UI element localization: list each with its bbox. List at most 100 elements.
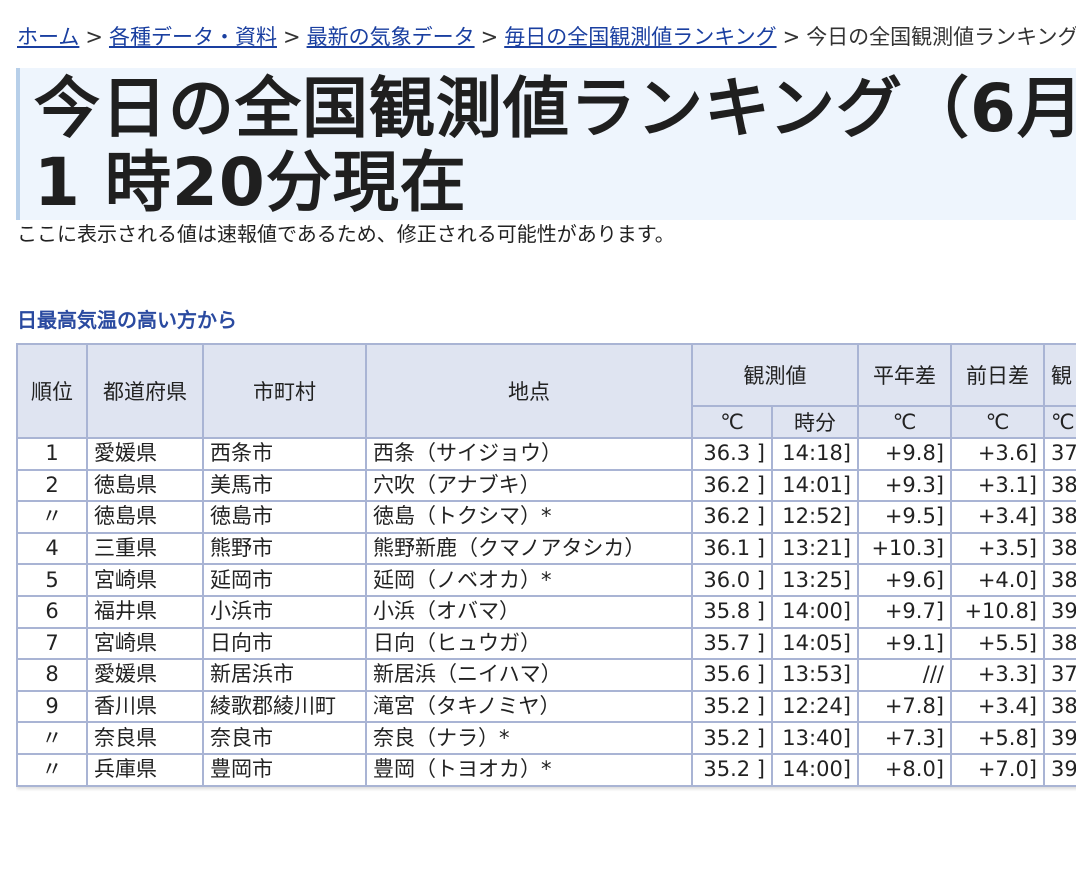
cell-station: 日向（ヒュウガ）	[365, 626, 693, 661]
cell-prefecture: 愛媛県	[86, 658, 204, 692]
cell-rank: 4	[16, 531, 88, 566]
header-observed: 観測値	[691, 343, 859, 407]
ranking-table-container: 順位 都道府県 市町村 地点 観測値 平年差 前日差 観 ℃ 時分 ℃ ℃ ℃ …	[16, 343, 1076, 843]
cell-rank: 5	[16, 563, 88, 597]
breadcrumb: ホーム > 各種データ・資料 > 最新の気象データ > 毎日の全国観測値ランキング > 今日の全…	[17, 22, 1076, 52]
breadcrumb-link-home[interactable]: ホーム	[17, 25, 80, 49]
cell-extra: 38	[1043, 626, 1076, 661]
cell-rank: 7	[16, 626, 88, 661]
cell-temperature: 36.1 ]	[691, 531, 773, 566]
cell-time: 13:25]	[771, 563, 859, 597]
table-row: 1 愛媛県 西条市 西条（サイジョウ） 36.3 ] 14:18] +9.8] +3.6] 37	[16, 437, 1076, 471]
breadcrumb-separator: >	[782, 25, 801, 49]
cell-city: 小浜市	[202, 594, 367, 629]
cell-time: 13:53]	[771, 658, 859, 692]
cell-city: 西条市	[202, 437, 367, 471]
cell-city: 延岡市	[202, 563, 367, 597]
subheader-extra-unit: ℃	[1043, 405, 1076, 439]
cell-extra: 39	[1043, 752, 1076, 787]
cell-extra: 38	[1043, 468, 1076, 503]
table-row: 8 愛媛県 新居浜市 新居浜（ニイハマ） 35.6 ] 13:53]///+3.3] 37	[16, 658, 1076, 692]
cell-normal-diff: +9.5]	[857, 500, 952, 534]
page-title-box: 今日の全国観測値ランキング（6月1 時20分現在	[16, 68, 1076, 220]
cell-extra: 38	[1043, 531, 1076, 566]
cell-prefecture: 宮崎県	[86, 563, 204, 597]
header-rank: 順位	[16, 343, 88, 439]
cell-prev-diff: +4.0]	[950, 563, 1045, 597]
table-row: 5 宮崎県 延岡市 延岡（ノベオカ）* 36.0 ] 13:25] +9.6] +4.0] 38	[16, 563, 1076, 597]
cell-temperature: 36.3 ]	[691, 437, 773, 471]
subheader-obs-temp: ℃	[691, 405, 773, 439]
cell-prefecture: 兵庫県	[86, 752, 204, 787]
cell-time: 14:05]	[771, 626, 859, 661]
header-extra: 観	[1043, 343, 1076, 407]
cell-extra: 38	[1043, 500, 1076, 534]
cell-city: 美馬市	[202, 468, 367, 503]
cell-extra: 38	[1043, 689, 1076, 724]
page-title: 今日の全国観測値ランキング（6月1 時20分現在	[34, 70, 1076, 220]
ranking-table-body: 1 愛媛県 西条市 西条（サイジョウ） 36.3 ] 14:18] +9.8] +3.6] 37…	[16, 437, 1076, 787]
cell-prev-diff: +3.6]	[950, 437, 1045, 471]
header-normal-diff: 平年差	[857, 343, 952, 407]
cell-station: 西条（サイジョウ）	[365, 437, 693, 471]
cell-time: 13:21]	[771, 531, 859, 566]
ranking-table: 順位 都道府県 市町村 地点 観測値 平年差 前日差 観 ℃ 時分 ℃ ℃ ℃ …	[16, 343, 1076, 787]
breadcrumb-current: 今日の全国観測値ランキング	[806, 25, 1076, 49]
cell-rank: 〃	[16, 752, 88, 787]
table-row: 〃徳島県 徳島市 徳島（トクシマ）* 36.2 ] 12:52] +9.5] +3.4] 38	[16, 500, 1076, 534]
table-subheader-row: ℃ 時分 ℃ ℃ ℃	[17, 405, 1076, 439]
cell-normal-diff: +9.7]	[857, 594, 952, 629]
cell-prev-diff: +3.1]	[950, 468, 1045, 503]
cell-rank: 8	[16, 658, 88, 692]
cell-rank: 9	[16, 689, 88, 724]
table-row: 6 福井県 小浜市 小浜（オバマ） 35.8 ] 14:00] +9.7] +10.8] 39	[16, 594, 1076, 629]
cell-temperature: 36.2 ]	[691, 500, 773, 534]
cell-time: 12:24]	[771, 689, 859, 724]
cell-prev-diff: +7.0]	[950, 752, 1045, 787]
cell-prefecture: 宮崎県	[86, 626, 204, 661]
cell-city: 新居浜市	[202, 658, 367, 692]
cell-time: 14:00]	[771, 594, 859, 629]
breadcrumb-link-data[interactable]: 各種データ・資料	[108, 25, 277, 49]
cell-station: 新居浜（ニイハマ）	[365, 658, 693, 692]
header-prev-diff: 前日差	[950, 343, 1045, 407]
cell-city: 熊野市	[202, 531, 367, 566]
cell-rank: 6	[16, 594, 88, 629]
cell-city: 日向市	[202, 626, 367, 661]
cell-station: 豊岡（トヨオカ）*	[365, 752, 693, 787]
section-title: 日最高気温の高い方から	[17, 308, 237, 332]
cell-temperature: 35.2 ]	[691, 689, 773, 724]
cell-prefecture: 愛媛県	[86, 437, 204, 471]
cell-station: 小浜（オバマ）	[365, 594, 693, 629]
cell-station: 奈良（ナラ）*	[365, 721, 693, 755]
cell-time: 12:52]	[771, 500, 859, 534]
cell-normal-diff: +8.0]	[857, 752, 952, 787]
cell-extra: 39	[1043, 594, 1076, 629]
breadcrumb-link-latest-weather[interactable]: 最新の気象データ	[306, 25, 475, 49]
cell-time: 13:40]	[771, 721, 859, 755]
cell-city: 綾歌郡綾川町	[202, 689, 367, 724]
table-header-row: 順位 都道府県 市町村 地点 観測値 平年差 前日差 観	[16, 343, 1076, 439]
table-row: 〃兵庫県 豊岡市 豊岡（トヨオカ）* 35.2 ] 14:00] +8.0] +7.0] 39	[16, 752, 1076, 787]
cell-extra: 37	[1043, 658, 1076, 692]
cell-prev-diff: +3.4]	[950, 689, 1045, 724]
cell-prev-diff: +3.4]	[950, 500, 1045, 534]
cell-normal-diff: +7.3]	[857, 721, 952, 755]
cell-prev-diff: +5.8]	[950, 721, 1045, 755]
breadcrumb-link-daily-ranking[interactable]: 毎日の全国観測値ランキング	[504, 25, 777, 49]
cell-extra: 39	[1043, 721, 1076, 755]
cell-time: 14:18]	[771, 437, 859, 471]
cell-station: 熊野新鹿（クマノアタシカ）	[365, 531, 693, 566]
table-row: 2 徳島県 美馬市 穴吹（アナブキ） 36.2 ] 14:01] +9.3] +3.1] 38	[16, 468, 1076, 503]
cell-normal-diff: +9.3]	[857, 468, 952, 503]
cell-normal-diff: +9.8]	[857, 437, 952, 471]
cell-prev-diff: +5.5]	[950, 626, 1045, 661]
cell-city: 豊岡市	[202, 752, 367, 787]
subheader-obs-time: 時分	[771, 405, 859, 439]
cell-prefecture: 福井県	[86, 594, 204, 629]
cell-time: 14:01]	[771, 468, 859, 503]
cell-temperature: 35.7 ]	[691, 626, 773, 661]
cell-rank: 〃	[16, 721, 88, 755]
table-row: 4 三重県 熊野市 熊野新鹿（クマノアタシカ） 36.1 ] 13:21] +10.3] +3…	[16, 531, 1076, 566]
cell-prefecture: 香川県	[86, 689, 204, 724]
